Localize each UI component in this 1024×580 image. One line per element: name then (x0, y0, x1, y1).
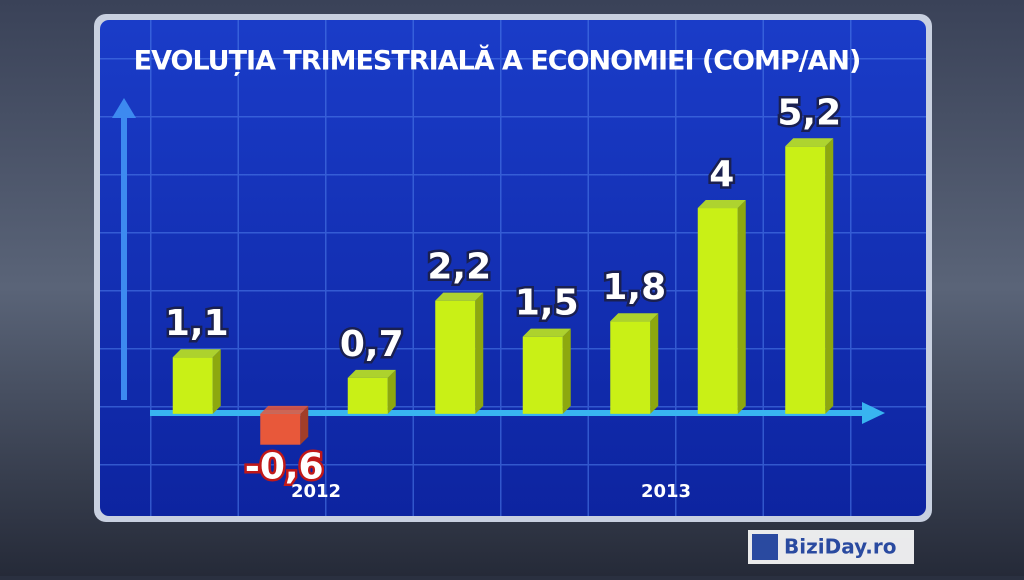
bar (347, 377, 388, 414)
x-arrow-head (862, 402, 885, 424)
bar-side (825, 138, 834, 414)
chart-title: EVOLUȚIA TRIMESTRIALĂ A ECONOMIEI (COMP/… (134, 45, 861, 77)
bar (610, 321, 651, 414)
bar (435, 300, 476, 414)
bar (260, 413, 301, 445)
watermark-icon (752, 534, 778, 560)
watermark-text: BiziDay.ro (784, 535, 896, 559)
bar (172, 357, 213, 414)
x-group-label: 2013 (641, 481, 691, 502)
value-label: 2,2 (427, 247, 491, 288)
value-label: 5,2 (777, 92, 841, 133)
y-arrow-head (112, 98, 136, 118)
x-group-label: 2012 (291, 481, 341, 502)
bar-side (737, 200, 746, 414)
bar-side (650, 313, 659, 414)
bar (522, 336, 563, 414)
bar-top (260, 405, 309, 414)
bar-side (562, 328, 571, 414)
value-label: 1,8 (602, 267, 666, 308)
bar-side (387, 369, 396, 414)
bar-top (347, 369, 396, 378)
bar (697, 208, 738, 414)
value-label: 0,7 (340, 324, 404, 365)
bar-side (212, 349, 221, 414)
value-label: -0,6 (245, 447, 324, 488)
bar-top (610, 313, 659, 322)
bar (785, 146, 826, 414)
bar-top (522, 328, 571, 337)
bar-top (785, 138, 834, 147)
bar-top (172, 349, 221, 358)
bar-top (697, 200, 746, 209)
value-label: 1,1 (165, 303, 229, 344)
value-label: 1,5 (515, 283, 579, 324)
watermark: BiziDay.ro (748, 530, 914, 564)
bar-side (300, 405, 309, 445)
bar-top (435, 292, 484, 301)
bar-side (475, 292, 484, 414)
value-label: 4 (709, 154, 734, 195)
